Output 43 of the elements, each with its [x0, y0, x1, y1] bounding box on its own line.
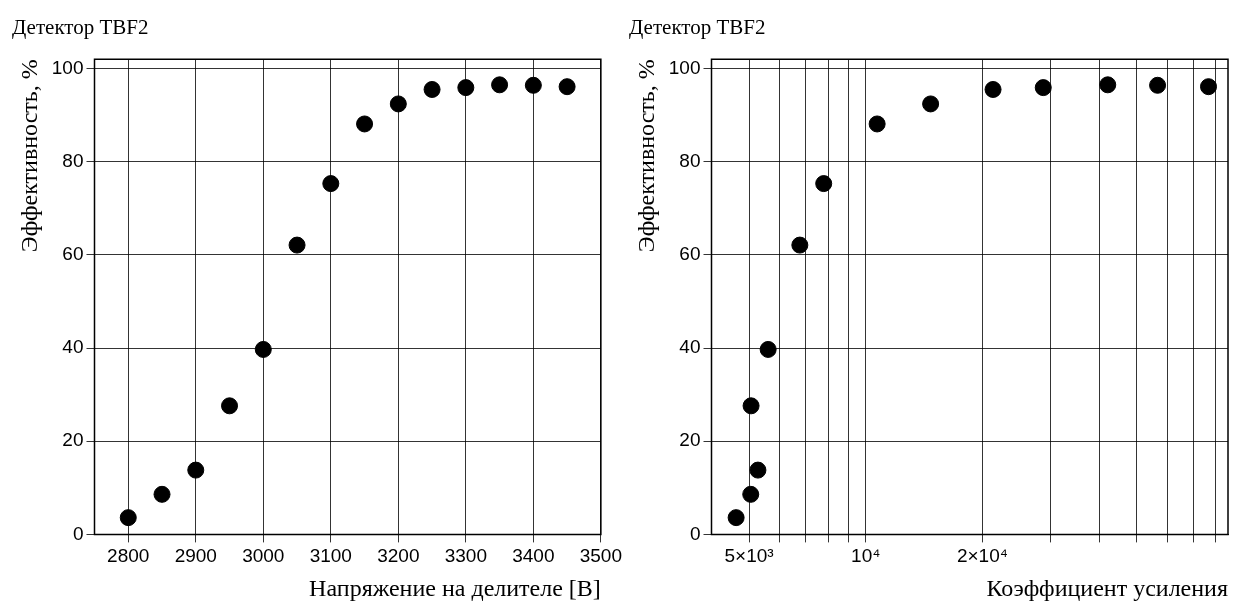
x-tick-label: 3400	[512, 545, 555, 567]
x-tick-label: 2×10⁴	[956, 545, 1008, 567]
y-tick-label: 80	[679, 149, 701, 171]
point	[389, 95, 407, 113]
point	[119, 509, 137, 527]
y-tick-label: 100	[51, 56, 84, 78]
x-tick-label: 2900	[174, 545, 217, 567]
y-tick-label: 40	[62, 336, 84, 358]
x-tick-label: 10⁴	[851, 545, 881, 567]
chart-title: Детектор TBF2	[629, 15, 766, 40]
point	[153, 485, 171, 503]
y-tick-label: 20	[679, 429, 701, 451]
point	[457, 79, 475, 97]
point	[423, 80, 441, 98]
x-tick-label: 3200	[377, 545, 420, 567]
y-axis-title: Эффективность, %	[632, 59, 659, 253]
y-axis-title: Эффективность, %	[15, 59, 42, 253]
x-tick-label: 3300	[444, 545, 487, 567]
y-tick-label: 100	[668, 56, 701, 78]
y-tick-label: 80	[62, 149, 84, 171]
chart-title: Детектор TBF2	[12, 15, 149, 40]
y-tick-label: 40	[679, 336, 701, 358]
point	[491, 76, 509, 94]
point	[221, 397, 239, 415]
y-tick-label: 0	[72, 522, 84, 544]
point	[187, 461, 205, 479]
x-tick-label: 5×10³	[724, 545, 774, 567]
x-tick-label: 3000	[242, 545, 285, 567]
point	[558, 78, 576, 96]
x-axis-title: Напряжение на делителе [В]	[309, 574, 601, 601]
x-tick-label: 2800	[107, 545, 150, 567]
point	[254, 340, 272, 358]
y-tick-label: 0	[689, 522, 701, 544]
point	[524, 76, 542, 94]
point	[322, 175, 340, 193]
x-axis-title: Коэффициент усиления	[986, 574, 1228, 601]
x-tick-label: 3500	[579, 545, 623, 567]
point	[356, 115, 374, 133]
y-tick-label: 60	[679, 243, 701, 265]
y-tick-label: 60	[62, 243, 84, 265]
x-tick-label: 3100	[309, 545, 352, 567]
point	[288, 236, 306, 254]
y-tick-label: 20	[62, 429, 84, 451]
